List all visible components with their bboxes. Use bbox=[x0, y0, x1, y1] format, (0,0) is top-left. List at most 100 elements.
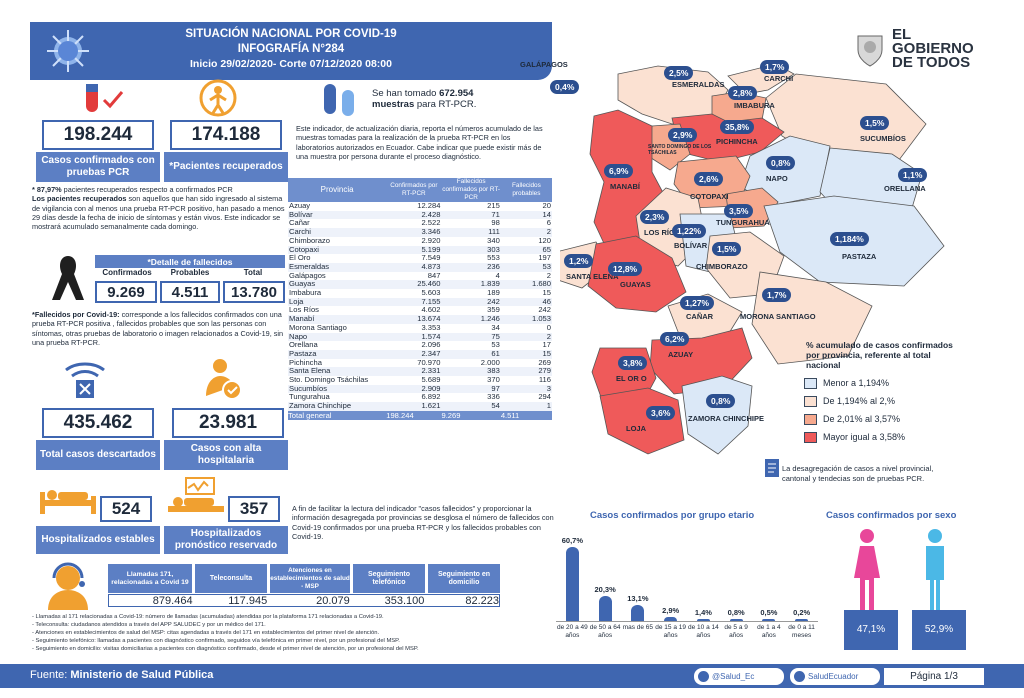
map-note: La desagregación de casos a nivel provin… bbox=[782, 464, 934, 483]
facebook-link[interactable]: SaludEcuador bbox=[790, 668, 880, 685]
recovered-person-icon bbox=[199, 79, 237, 117]
province-row: Cañar 2.522 98 6 bbox=[289, 218, 551, 228]
province-name-label: LOS RÍOS bbox=[644, 228, 680, 237]
province-pct-badge: 1,2% bbox=[564, 254, 594, 268]
ecuador-shield-icon bbox=[850, 30, 890, 70]
province-pct-badge: 2,8% bbox=[728, 86, 758, 100]
province-table-header: Provincia Confirmados por RT-PCR Falleci… bbox=[288, 178, 552, 202]
phone-follow-value: 353.100 bbox=[384, 595, 425, 607]
home-follow-value: 82.223 bbox=[465, 595, 500, 607]
province-loja bbox=[599, 387, 685, 455]
province-pct-badge: 0,8% bbox=[766, 156, 796, 170]
province-row: Sto. Domingo Tsáchilas 5.689 370 116 bbox=[289, 375, 551, 385]
samples-info: Se han tomado 672.954 muestras para RT-P… bbox=[372, 88, 477, 110]
province-name-label: SANTO DOMINGO DE LOS TSÁCHILAS bbox=[648, 144, 712, 156]
province-table: Provincia Confirmados por RT-PCR Falleci… bbox=[288, 178, 552, 420]
province-name-label: AZUAY bbox=[668, 350, 694, 359]
reserved-value: 357 bbox=[228, 496, 280, 522]
virus-icon bbox=[47, 30, 89, 72]
province-row: Imbabura 5.603 189 15 bbox=[289, 288, 551, 298]
province-pct-badge: 0,8% bbox=[706, 394, 736, 408]
male-pct: 52,9% bbox=[912, 610, 966, 650]
province-row: Galápagos 847 4 2 bbox=[289, 270, 551, 280]
province-row: Esmeraldas 4.873 236 53 bbox=[288, 261, 552, 272]
province-row: Loja 7.155 242 46 bbox=[288, 296, 552, 307]
province-pct-badge: 1,5% bbox=[860, 116, 890, 130]
province-name-label: SUCUMBÍOS bbox=[860, 134, 906, 143]
age-category-label: de 10 a 14 años bbox=[688, 624, 719, 639]
deaths-table: Confirmados Probables Total 9.269 4.511 13… bbox=[95, 268, 285, 304]
age-bar bbox=[664, 617, 678, 621]
age-bar bbox=[631, 605, 645, 621]
icu-bed-icon bbox=[168, 477, 224, 512]
recovered-label: *Pacientes recuperados bbox=[164, 152, 288, 182]
footnotes: - Llamadas al 171 relacionadas a Covid-1… bbox=[32, 614, 419, 652]
confirmed-cases-value: 198.244 bbox=[42, 120, 154, 150]
province-name-label: LOJA bbox=[626, 424, 647, 433]
sex-chart-title: Casos confirmados por sexo bbox=[826, 510, 957, 521]
province-name-label: PASTAZA bbox=[842, 252, 877, 261]
page-number: Página 1/3 bbox=[884, 668, 984, 685]
twitter-link[interactable]: @Salud_Ec bbox=[694, 668, 784, 685]
province-pct-badge: 1,5% bbox=[712, 242, 742, 256]
deaths-confirmed-value: 9.269 bbox=[95, 281, 157, 303]
province-pct-badge: 3,6% bbox=[646, 406, 676, 420]
source: Fuente: Ministerio de Salud Pública bbox=[30, 669, 214, 681]
province-total-row: Total general 198.244 9.269 4.511 bbox=[288, 410, 552, 420]
province-name-label: ESMERALDAS bbox=[672, 80, 725, 89]
province-pct-badge: 3,5% bbox=[724, 204, 754, 218]
province-pct-badge: 0,4% bbox=[550, 80, 580, 94]
province-row: Tungurahua 6.892 336 294 bbox=[289, 392, 551, 402]
msp-attention-value: 20.079 bbox=[316, 595, 350, 607]
discarded-value: 435.462 bbox=[42, 408, 154, 438]
province-row: Morona Santiago 3.353 34 0 bbox=[289, 322, 551, 332]
province-name-label: GUAYAS bbox=[620, 280, 651, 289]
table-note: A fin de facilitar la lectura del indica… bbox=[292, 504, 554, 541]
stable-label: Hospitalizados estables bbox=[36, 526, 160, 554]
page-title: SITUACIÓN NACIONAL POR COVID-19 bbox=[185, 28, 397, 40]
province-row: Pastaza 2.347 61 15 bbox=[288, 348, 552, 359]
age-bar-label: 2,9% bbox=[662, 606, 680, 616]
age-category-label: de 1 a 4 años bbox=[757, 624, 781, 639]
teleconsult-value: 117.945 bbox=[228, 595, 268, 607]
age-bar-label: 60,7% bbox=[561, 536, 584, 545]
province-name-label: CAÑAR bbox=[686, 312, 714, 321]
discharged-label: Casos con alta hospitalaria bbox=[164, 440, 288, 470]
discarded-label: Total casos descartados bbox=[36, 440, 160, 470]
map-legend-title: % acumulado de casos confirmados por pro… bbox=[806, 340, 953, 370]
age-category-label: de 5 a 9 años bbox=[724, 624, 748, 639]
province-pct-badge: 1,27% bbox=[680, 296, 715, 310]
discharged-value: 23.981 bbox=[172, 408, 284, 438]
province-name-label: NAPO bbox=[766, 174, 788, 183]
age-category-label: de 15 a 19 años bbox=[655, 624, 686, 639]
province-row: Cotopaxi 5.199 303 65 bbox=[288, 244, 552, 255]
province-row: Pichincha 70.970 2.000 269 bbox=[289, 357, 551, 367]
province-pichincha bbox=[671, 113, 785, 163]
province-name-label: MANABÍ bbox=[610, 182, 640, 191]
legend-swatch-high bbox=[804, 413, 817, 425]
age-chart-title: Casos confirmados por grupo etario bbox=[590, 510, 755, 521]
recovered-note: * 87,97% pacientes recuperados respecto … bbox=[32, 185, 285, 232]
province-row: El Oro 7.549 553 197 bbox=[289, 253, 551, 263]
map-legend: Menor a 1,194% De 1,194% al 2,% De 2,01%… bbox=[804, 374, 964, 446]
province-pct-badge: 2,6% bbox=[694, 172, 724, 186]
legend-swatch-mid bbox=[804, 395, 817, 407]
province-pct-badge: 1,1% bbox=[898, 168, 928, 182]
age-bar-label: 20,3% bbox=[594, 585, 616, 595]
calls-171-value: 879.464 bbox=[152, 595, 193, 607]
recovered-value: 174.188 bbox=[170, 120, 282, 150]
sample-tubes-icon bbox=[324, 84, 354, 116]
province-pct-badge: 2,5% bbox=[664, 66, 694, 80]
call-center-icon bbox=[48, 562, 88, 610]
province-name-label: PICHINCHA bbox=[716, 137, 758, 146]
stable-value: 524 bbox=[100, 496, 152, 522]
legend-item-top: Mayor igual a 3,58% bbox=[804, 428, 964, 446]
age-bar-label: 0,5% bbox=[760, 608, 778, 617]
province-name-label: BOLÍVAR bbox=[674, 241, 708, 250]
confirmed-cases-label: Casos confirmados con pruebas PCR bbox=[36, 152, 160, 182]
facebook-icon bbox=[794, 671, 805, 682]
age-bar bbox=[696, 619, 710, 621]
province-pct-badge: 1,7% bbox=[762, 288, 792, 302]
province-pct-badge: 6,2% bbox=[660, 332, 690, 346]
province-row: Orellana 2.096 53 17 bbox=[289, 340, 551, 350]
